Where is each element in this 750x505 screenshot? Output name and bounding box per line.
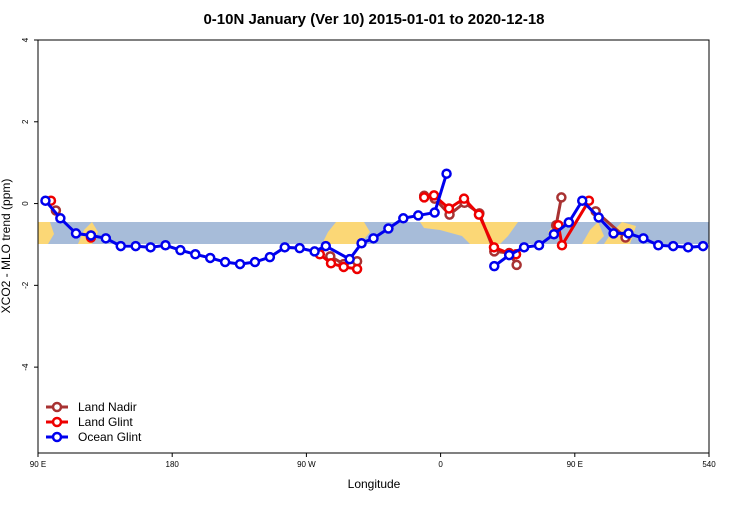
y-axis-label: XCO2 - MLO trend (ppm) [0,179,13,314]
data-point [556,240,568,251]
data-point [441,168,452,179]
data-point [279,242,291,253]
data-point [548,228,560,240]
data-point [489,260,500,272]
data-point [70,228,82,239]
data-point [351,263,363,275]
plot-frame [37,39,710,454]
data-point [638,233,649,244]
data-point [653,240,664,251]
y-tick-label: 4 [21,37,30,42]
y-tick-label: 2 [21,119,30,124]
data-point [130,240,141,252]
data-point [429,207,440,218]
data-point [160,240,171,251]
legend-label: Ocean Glint [78,430,142,444]
data-point [219,256,231,268]
data-point [356,237,367,249]
data-point [383,223,394,234]
legend-label: Land Glint [78,415,133,429]
data-point [100,233,112,244]
legend-marker [51,431,63,443]
data-point [428,190,440,201]
x-axis-label: Longitude [348,477,401,491]
x-tick-label: 90 W [297,460,316,469]
data-point [249,256,261,268]
legend-label: Land Nadir [78,400,137,414]
data-point [473,209,485,220]
data-point [115,240,127,252]
data-point [264,251,276,263]
x-tick-label: 90 E [30,460,46,469]
chart-title: 0-10N January (Ver 10) 2015-01-01 to 202… [203,11,544,28]
data-point [175,244,186,256]
data-point [85,230,97,241]
data-point [338,261,349,273]
data-point [418,192,430,203]
data-point [697,240,709,252]
data-point [623,228,634,239]
data-point [145,242,156,253]
y-tick-label: -2 [21,281,30,289]
x-tick-label: 540 [702,460,716,469]
data-point [344,253,355,265]
data-point [325,258,337,269]
y-tick-label: -4 [21,363,30,371]
data-point [511,259,522,271]
x-tick-label: 0 [438,460,443,469]
data-point [533,240,545,251]
data-point [204,252,216,264]
y-tick-label: 0 [21,201,30,206]
data-point [320,240,332,252]
data-point [40,195,51,206]
data-point [488,242,500,253]
data-point [458,193,470,204]
data-point [412,210,424,221]
data-point [577,195,588,206]
data-point [518,242,530,253]
ocean-band [38,222,709,244]
data-point [368,233,379,244]
data-point [55,213,66,224]
data-point [563,217,575,228]
data-point [443,203,455,214]
data-point [309,246,320,257]
data-point [294,242,305,254]
data-point [608,228,619,239]
data-point [190,249,201,260]
data-point [398,213,409,224]
legend-marker [51,401,63,413]
x-tick-label: 180 [166,460,180,469]
legend-marker [51,416,63,428]
data-point [593,212,604,223]
data-point [503,249,515,261]
data-point [234,258,246,270]
data-point [667,240,679,252]
x-tick-label: 90 E [567,460,583,469]
data-point [682,242,694,253]
data-point [556,192,567,203]
